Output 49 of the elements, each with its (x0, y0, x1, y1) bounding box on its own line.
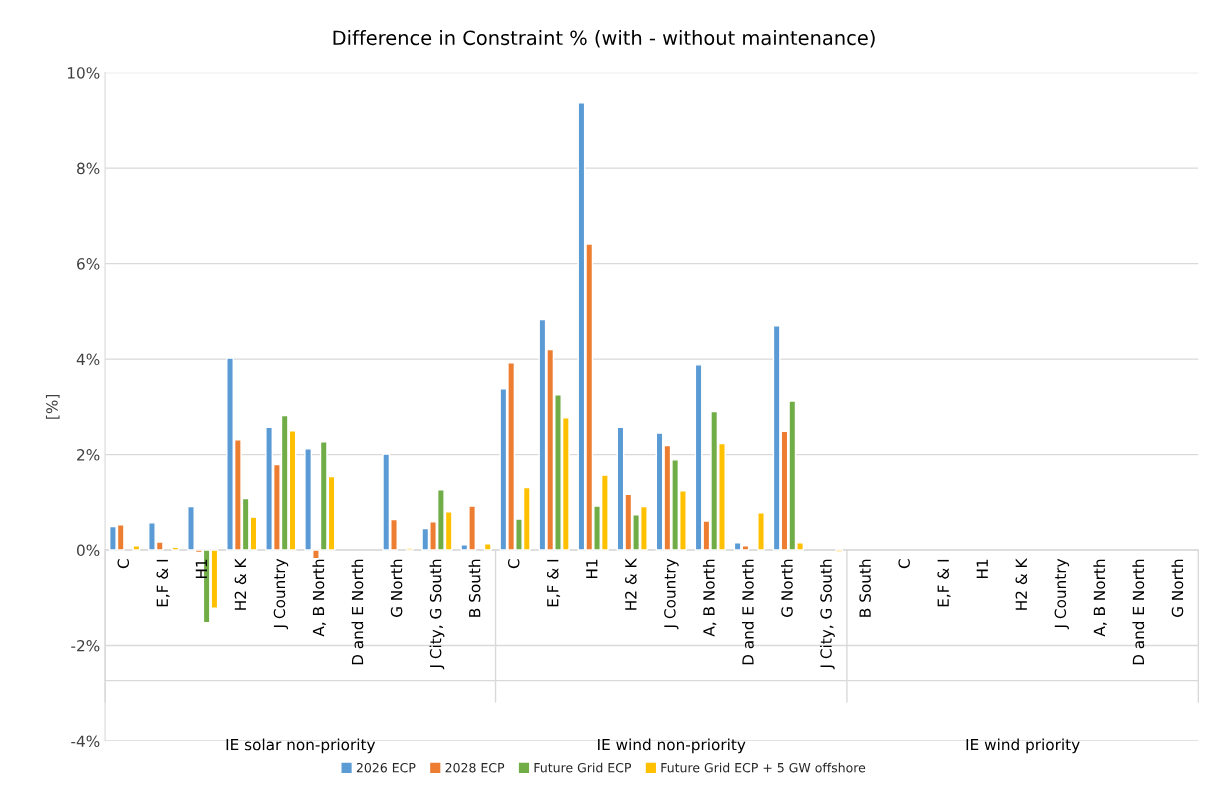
bar (171, 546, 180, 551)
x-tick-label: J Country (273, 558, 289, 630)
x-tick-label: H2 & K (625, 558, 637, 610)
x-tick-label: G North (1171, 559, 1184, 617)
x-tick-label: D and E North (1132, 559, 1145, 665)
legend-label: 2026 ECP (356, 762, 416, 773)
y-tick-label: 10% (67, 67, 100, 79)
x-tick-label: J Country (664, 558, 679, 630)
chart-title: Difference in Constraint % (with - without maintenance) (333, 30, 875, 48)
x-tick-label: E,F & I (546, 559, 561, 607)
legend-label: Future Grid ECP + 5 GW offshore (661, 762, 866, 773)
y-axis-title: [%] (45, 394, 60, 419)
y-tick-label: 2% (77, 449, 100, 461)
x-tick-label: B South (468, 559, 481, 617)
x-tick-label: D and E North (741, 559, 754, 665)
annotation: IE solar non-priority (226, 738, 376, 754)
bar (483, 543, 492, 551)
y-tick-label: 4% (76, 353, 100, 366)
x-tick-label: J City, G South (429, 559, 445, 670)
bar (757, 512, 765, 551)
annotation: IE wind priority (966, 738, 1080, 754)
y-tick-label: 6% (77, 258, 100, 270)
x-tick-label: C (117, 559, 130, 569)
x-tick-label: E,F & I (156, 559, 170, 607)
annotation: IE wind non-priority (598, 738, 746, 754)
x-tick-label: D and E North (351, 559, 364, 665)
x-tick-label: H2 & K (234, 558, 247, 610)
x-tick-label: C (507, 559, 520, 569)
legend-label: Future Grid ECP (534, 762, 632, 773)
x-tick-label: A, B North (702, 559, 717, 637)
x-tick-label: J Country (1054, 558, 1070, 630)
bar (132, 545, 141, 551)
x-tick-label: J City, G South (820, 559, 835, 670)
x-tick-label: H1 (195, 559, 207, 579)
y-tick-label: 8% (77, 162, 100, 175)
x-tick-label: E,F & I (937, 559, 951, 607)
x-tick-label: H1 (976, 559, 988, 579)
x-tick-label: G North (390, 559, 403, 617)
x-tick-label: H1 (586, 559, 598, 579)
x-tick-label: C (898, 559, 910, 569)
y-tick-label: 0% (77, 544, 100, 557)
y-tick-label: -2% (71, 640, 100, 652)
x-tick-label: H2 & K (1015, 558, 1028, 610)
x-tick-label: A, B North (312, 559, 326, 637)
legend-label: 2028 ECP (445, 762, 505, 773)
x-tick-label: A, B North (1093, 559, 1107, 637)
x-tick-label: B South (859, 559, 871, 617)
x-tick-label: G North (780, 559, 793, 617)
y-tick-label: -4% (71, 735, 100, 748)
